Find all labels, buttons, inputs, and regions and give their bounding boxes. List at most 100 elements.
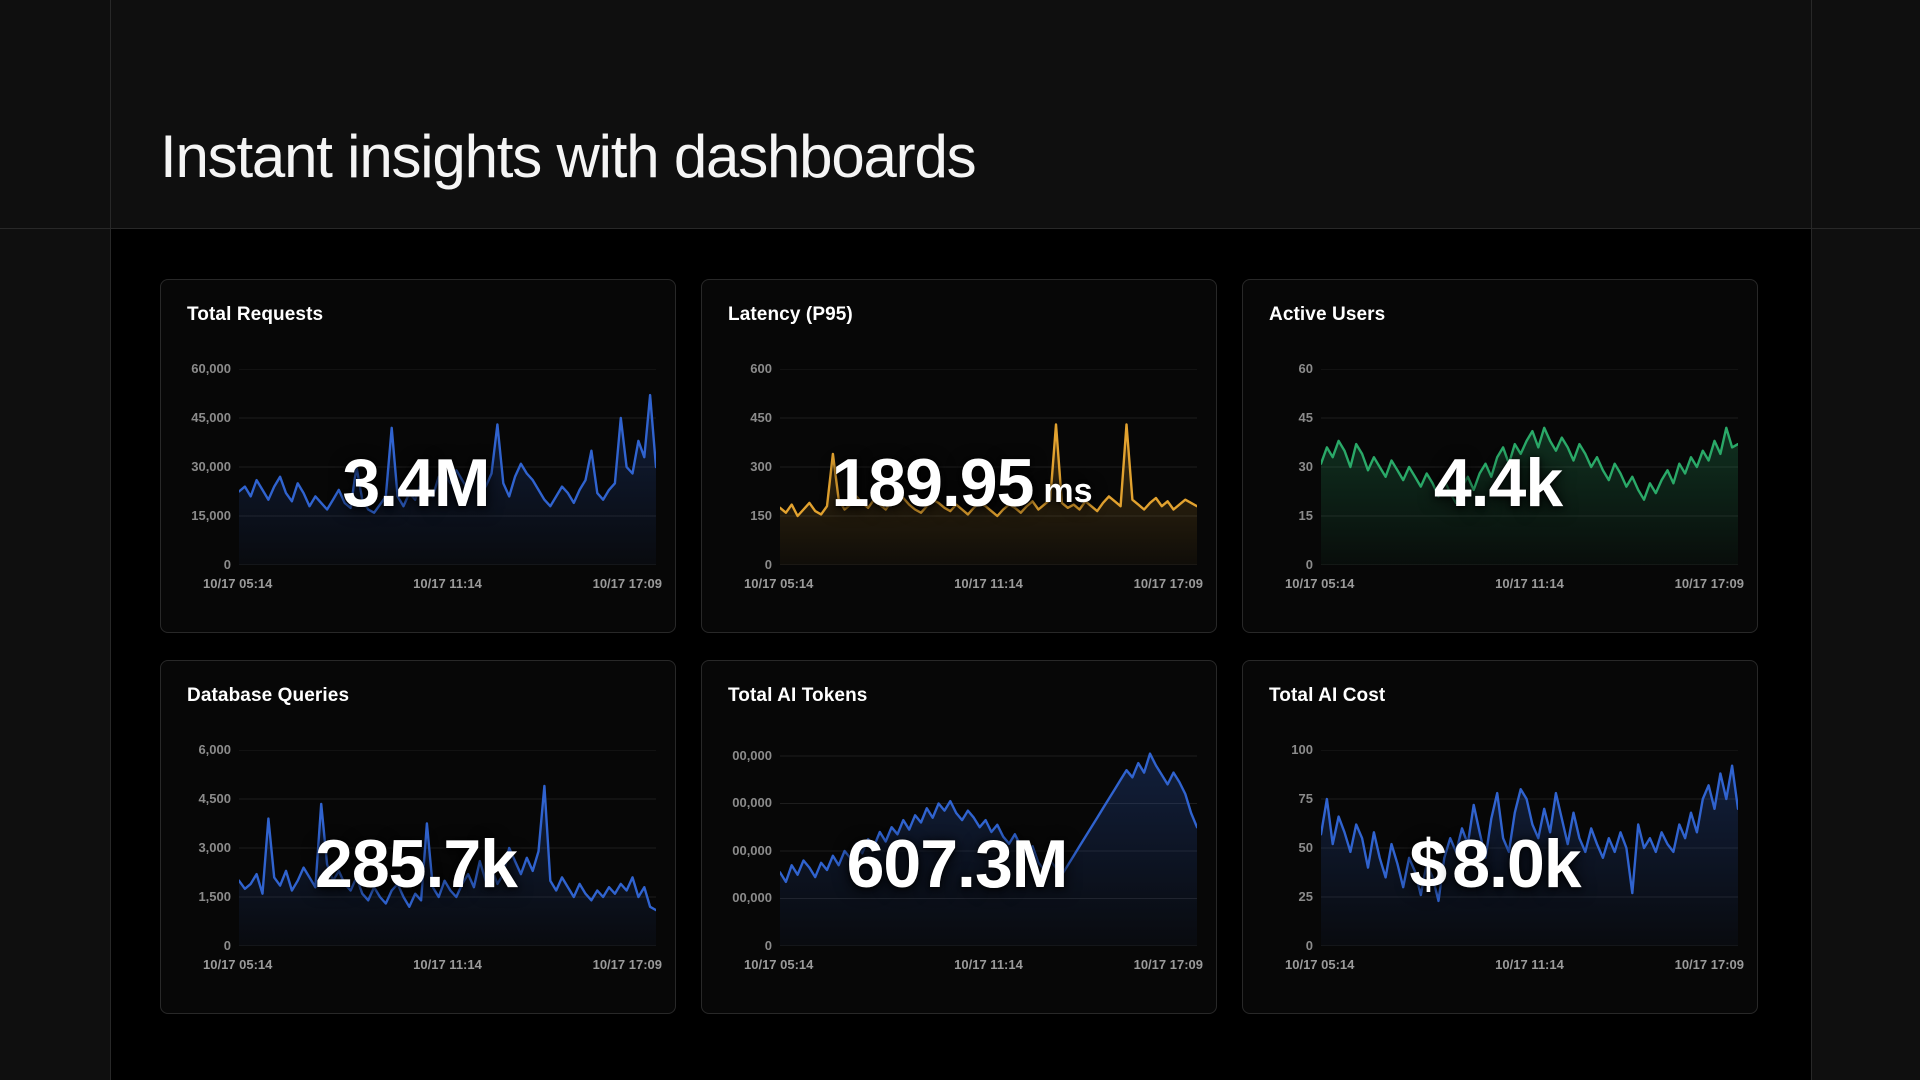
x-tick-middle: 10/17 11:14 — [954, 576, 1023, 591]
x-tick-start: 10/17 05:14 — [1285, 576, 1355, 591]
page-title: Instant insights with dashboards — [160, 123, 977, 191]
y-tick-label: 0 — [764, 557, 772, 572]
right-edge-divider — [1811, 0, 1812, 1080]
x-tick-start: 10/17 05:14 — [744, 576, 814, 591]
x-tick-start: 10/17 05:14 — [203, 957, 273, 972]
x-tick-start: 10/17 05:14 — [744, 957, 814, 972]
value-number: 189.95 — [831, 445, 1034, 521]
y-tick-label: 25 — [1298, 889, 1313, 904]
data-line — [239, 786, 656, 910]
y-tick-label: 100 — [1291, 742, 1313, 757]
x-tick-end: 10/17 17:09 — [1133, 957, 1203, 972]
area-fill — [1321, 427, 1738, 565]
metric-big-value: 285.7k — [161, 829, 675, 907]
y-axis-labels: 0 25 50 75 100 — [1243, 742, 1313, 953]
y-tick-label: 60,000 — [191, 361, 231, 376]
x-tick-end: 10/17 17:09 — [592, 576, 662, 591]
y-tick-label: 50 — [1298, 840, 1313, 855]
x-tick-end: 10/17 17:09 — [1674, 957, 1744, 972]
chart-canvas — [780, 369, 1197, 565]
data-line — [1321, 766, 1738, 901]
value-number: 8.0k — [1452, 826, 1581, 902]
y-tick-label: 00,000 — [732, 795, 772, 811]
y-tick-label: 30 — [1298, 459, 1313, 474]
value-number: 3.4M — [342, 445, 490, 521]
y-axis-labels: 0 00,000 00,000 00,000 00,000 — [702, 747, 772, 953]
y-tick-label: 30,000 — [191, 459, 231, 474]
x-tick-end: 10/17 17:09 — [1674, 576, 1744, 591]
x-tick-end: 10/17 17:09 — [592, 957, 662, 972]
y-axis-labels: 0 1,500 3,000 4,500 6,000 — [161, 742, 231, 953]
left-edge-divider — [110, 0, 111, 1080]
line-chart — [1321, 369, 1738, 565]
x-tick-end: 10/17 17:09 — [1133, 576, 1203, 591]
line-chart — [780, 750, 1197, 946]
x-axis-labels: 10/17 05:14 10/17 11:14 10/17 17:09 — [1285, 576, 1744, 596]
card-title: Total Requests — [187, 304, 324, 325]
card-title: Latency (P95) — [728, 304, 853, 325]
x-tick-middle: 10/17 11:14 — [1495, 957, 1564, 972]
y-tick-label: 300 — [750, 459, 772, 474]
y-tick-label: 00,000 — [732, 890, 772, 906]
metric-big-value: 607.3M — [702, 829, 1216, 907]
y-tick-label: 15 — [1298, 508, 1313, 523]
y-tick-label: 0 — [1305, 938, 1313, 953]
y-tick-label: 0 — [223, 938, 231, 953]
y-tick-label: 45 — [1298, 410, 1313, 425]
x-axis-labels: 10/17 05:14 10/17 11:14 10/17 17:09 — [203, 957, 662, 977]
metric-card-total-ai-cost: Total AI Cost 0 25 50 75 100 $8.0k 10/17 05:… — [1242, 660, 1758, 1014]
metric-big-value: 189.95 ms — [702, 448, 1216, 526]
y-tick-label: 75 — [1298, 791, 1313, 806]
y-tick-label: 00,000 — [732, 747, 772, 763]
metric-big-value: $8.0k — [1243, 829, 1757, 907]
x-axis-labels: 10/17 05:14 10/17 11:14 10/17 17:09 — [1285, 957, 1744, 977]
line-chart — [239, 369, 656, 565]
x-tick-middle: 10/17 11:14 — [413, 576, 482, 591]
y-tick-label: 60 — [1298, 361, 1313, 376]
data-line — [780, 754, 1197, 882]
area-fill — [780, 753, 1197, 946]
x-axis-labels: 10/17 05:14 10/17 11:14 10/17 17:09 — [203, 576, 662, 596]
value-number: 4.4k — [1433, 445, 1563, 521]
data-line — [1321, 428, 1738, 503]
value-prefix: $ — [1409, 826, 1447, 902]
card-title: Database Queries — [187, 685, 350, 706]
x-tick-start: 10/17 05:14 — [203, 576, 273, 591]
x-tick-start: 10/17 05:14 — [1285, 957, 1355, 972]
chart-canvas — [239, 750, 656, 946]
value-unit: ms — [1043, 471, 1093, 510]
metric-card-latency-p95: Latency (P95) 0 150 300 450 600 189.95 ms 10/… — [701, 279, 1217, 633]
y-axis-labels: 0 15,000 30,000 45,000 60,000 — [161, 361, 231, 572]
y-axis-labels: 0 150 300 450 600 — [702, 361, 772, 572]
line-chart — [1321, 750, 1738, 946]
chart-canvas — [1321, 369, 1738, 565]
value-number: 285.7k — [315, 826, 518, 902]
data-line — [239, 395, 656, 513]
y-tick-label: 150 — [750, 508, 772, 523]
y-tick-label: 00,000 — [732, 842, 772, 858]
header-divider — [0, 228, 1920, 229]
value-number: 607.3M — [846, 826, 1069, 902]
area-fill — [1321, 765, 1738, 946]
y-tick-label: 6,000 — [198, 742, 231, 757]
x-tick-middle: 10/17 11:14 — [954, 957, 1023, 972]
y-tick-label: 0 — [764, 938, 772, 953]
dashboard-grid: Total Requests 0 15,000 30,000 45,000 60,000… — [160, 279, 1758, 1014]
x-tick-middle: 10/17 11:14 — [1495, 576, 1564, 591]
y-tick-label: 600 — [750, 361, 772, 376]
card-title: Total AI Cost — [1269, 685, 1386, 706]
y-axis-labels: 0 15 30 45 60 — [1243, 361, 1313, 572]
y-tick-label: 450 — [750, 410, 772, 425]
chart-canvas — [239, 369, 656, 565]
y-tick-label: 45,000 — [191, 410, 231, 425]
x-tick-middle: 10/17 11:14 — [413, 957, 482, 972]
area-fill — [780, 424, 1197, 565]
data-line — [780, 425, 1197, 517]
x-axis-labels: 10/17 05:14 10/17 11:14 10/17 17:09 — [744, 957, 1203, 977]
y-tick-label: 15,000 — [191, 508, 231, 523]
metric-card-database-queries: Database Queries 0 1,500 3,000 4,500 6,000 2… — [160, 660, 676, 1014]
line-chart — [239, 750, 656, 946]
area-fill — [239, 785, 656, 946]
chart-canvas — [780, 750, 1197, 946]
